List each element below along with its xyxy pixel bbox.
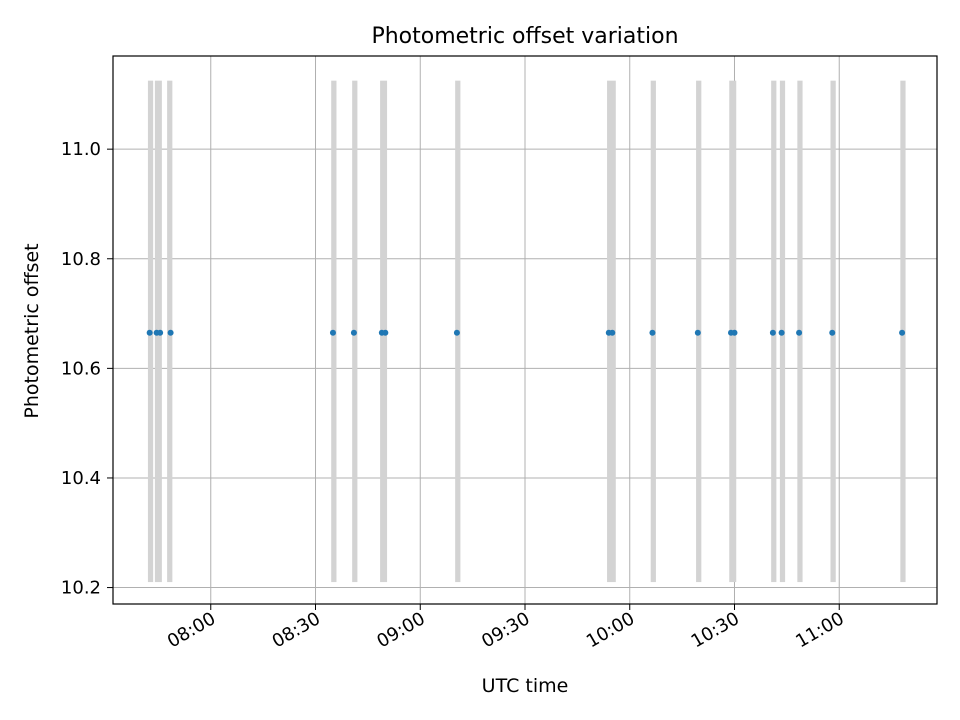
data-point [731,329,738,336]
data-point [649,329,656,336]
y-tick-label: 10.2 [61,578,101,599]
chart-title: Photometric offset variation [371,24,678,49]
x-axis-title: UTC time [482,675,569,697]
data-point [796,329,803,336]
data-point [769,329,776,336]
data-point [146,329,153,336]
data-point [899,329,906,336]
y-tick-label: 10.8 [61,249,101,270]
data-point [157,329,164,336]
y-tick-label: 11.0 [61,139,101,160]
data-point [694,329,701,336]
data-point [609,329,616,336]
y-axis: 10.2 10.4 10.6 10.8 11.0 [61,139,113,599]
data-point [829,329,836,336]
data-point [778,329,785,336]
y-axis-title: Photometric offset [21,243,43,418]
data-point [453,329,460,336]
data-points [146,329,906,336]
data-point [382,329,389,336]
data-point [167,329,174,336]
y-tick-label: 10.4 [61,468,101,489]
data-point [329,329,336,336]
y-tick-label: 10.6 [61,358,101,379]
data-point [350,329,357,336]
